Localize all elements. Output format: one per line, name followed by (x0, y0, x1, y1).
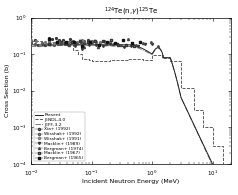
Title: $^{124}$Te(n,$\gamma$)$^{125}$Te: $^{124}$Te(n,$\gamma$)$^{125}$Te (104, 5, 158, 18)
Legend: Present, JENDL-4.0, JEFF-3.2, Xia+ (1992), Wisshak+ (1992), Wisshak+ (1991), Mac: Present, JENDL-4.0, JEFF-3.2, Xia+ (1992… (34, 112, 85, 161)
Y-axis label: Cross Section (b): Cross Section (b) (5, 64, 10, 117)
X-axis label: Incident Neutron Energy (MeV): Incident Neutron Energy (MeV) (82, 179, 179, 184)
